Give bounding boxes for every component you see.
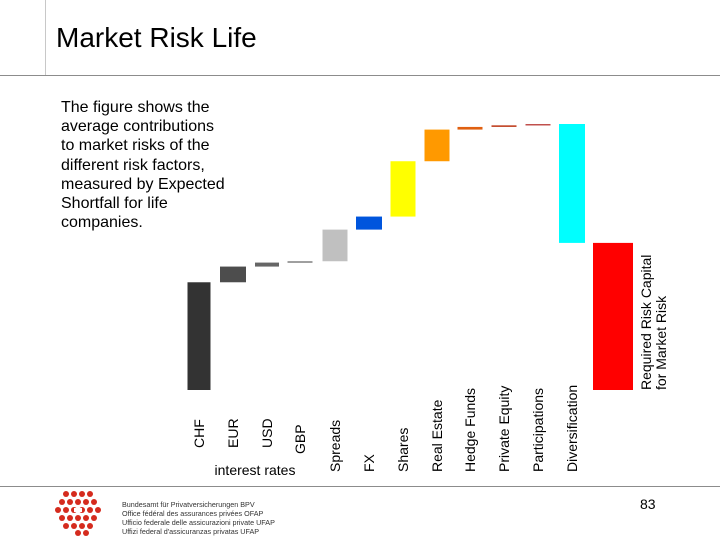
logo-dot <box>67 499 73 505</box>
waterfall-chart: CHF EUR USD GBP Spreads FX Shares Real Estate He… <box>187 124 669 478</box>
logo-dot <box>75 499 81 505</box>
agency-name-it: Ufficio federale delle assicurazioni pri… <box>122 518 275 527</box>
label-shares: Shares <box>395 428 411 472</box>
logo-dot <box>87 523 93 529</box>
footer-divider <box>0 486 720 487</box>
logo-dot <box>75 530 81 536</box>
logo-dot <box>67 515 73 521</box>
bar-required-risk-capital-for-market-risk <box>593 242 633 390</box>
label-spreads: Spreads <box>327 420 343 472</box>
logo-dot <box>87 507 93 513</box>
label-required-risk-capital-for-market-risk: Required Risk Capitalfor Market Risk <box>638 255 669 390</box>
logo-dot <box>83 515 89 521</box>
label-usd: USD <box>259 418 275 448</box>
swiss-federal-logo <box>55 491 101 536</box>
bar-fx <box>356 216 382 230</box>
logo-dot <box>63 523 69 529</box>
logo-dot <box>79 523 85 529</box>
bar-private-equity <box>491 125 517 127</box>
bar-gbp <box>287 261 313 263</box>
agency-name-fr: Office fédéral des assurances privées OF… <box>122 509 264 518</box>
page-number: 83 <box>640 496 656 512</box>
agency-name-de: Bundesamt für Privatversicherungen BPV <box>122 500 255 509</box>
label-private-equity: Private Equity <box>496 386 512 472</box>
logo-dot <box>75 515 81 521</box>
bar-shares <box>390 161 416 217</box>
logo-dot <box>63 491 69 497</box>
logo-dot <box>79 491 85 497</box>
logo-dot <box>95 507 101 513</box>
bar-real-estate <box>424 129 450 162</box>
logo-dot <box>83 499 89 505</box>
logo-dot <box>71 491 77 497</box>
group-label-interest-rates: interest rates <box>215 462 296 478</box>
bar-spreads <box>322 229 348 262</box>
left-rule <box>45 0 46 75</box>
logo-dot <box>59 515 65 521</box>
logo-dot <box>91 515 97 521</box>
label-fx: FX <box>361 453 377 472</box>
agency-name-block: Bundesamt für Privatversicherungen BPV O… <box>122 500 275 536</box>
logo-dot <box>63 507 69 513</box>
page-title: Market Risk Life <box>56 22 257 53</box>
label-diversification: Diversification <box>564 385 580 472</box>
title-divider <box>0 75 720 76</box>
logo-cross <box>74 508 82 512</box>
label-participations: Participations <box>530 388 546 472</box>
label-real-estate: Real Estate <box>429 399 445 472</box>
logo-dot <box>59 499 65 505</box>
bar-hedge-funds <box>457 126 483 130</box>
logo-dot <box>83 530 89 536</box>
logo-dot <box>91 499 97 505</box>
chart-category-labels: CHF EUR USD GBP Spreads FX Shares Real Estate He… <box>191 255 669 478</box>
logo-dot <box>55 507 61 513</box>
label-gbp: GBP <box>292 424 308 454</box>
agency-name-rm: Uffizi federal d'assicuranzas privatas U… <box>122 527 260 536</box>
logo-dot <box>71 523 77 529</box>
chart-description: The figure shows the average contributio… <box>61 99 225 232</box>
chart-bars <box>187 124 633 390</box>
bar-chf <box>187 282 211 390</box>
label-chf: CHF <box>191 419 207 448</box>
label-eur: EUR <box>225 418 241 448</box>
logo-dot <box>87 491 93 497</box>
bar-usd <box>255 262 279 267</box>
bar-participations <box>525 124 551 126</box>
label-hedge-funds: Hedge Funds <box>462 388 478 472</box>
bar-eur <box>220 266 246 283</box>
bar-diversification <box>559 124 585 243</box>
